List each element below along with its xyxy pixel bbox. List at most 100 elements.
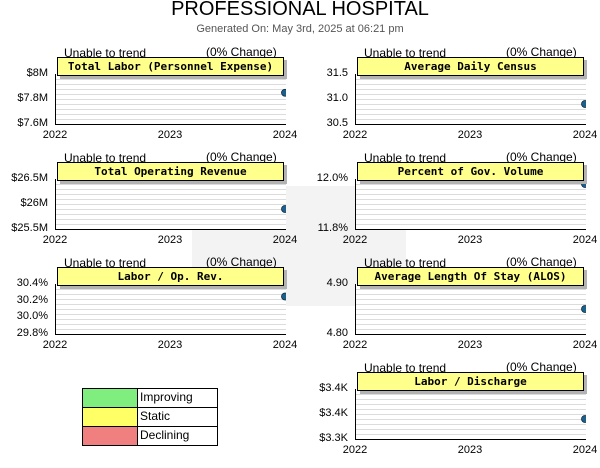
- legend-swatch-static: [83, 408, 138, 426]
- percent-change: (0% Change): [506, 255, 577, 269]
- x-tick-label: 2024: [572, 339, 598, 351]
- x-tick-label: 2024: [272, 234, 298, 246]
- y-tick-label: 30.4%: [16, 277, 48, 289]
- plot-area: [55, 179, 286, 230]
- plot-svg: [56, 184, 287, 225]
- y-tick-label: $8M: [26, 67, 48, 79]
- legend-item-static: Static: [83, 408, 217, 427]
- chart-title: Total Labor (Personnel Expense): [57, 57, 284, 76]
- y-tick-label: $7.8M: [17, 92, 48, 104]
- y-tick-label: $25.5M: [11, 222, 48, 234]
- plot-svg: [356, 394, 587, 435]
- plot-area: [355, 179, 586, 230]
- legend-label: Static: [140, 409, 171, 423]
- data-point[interactable]: [281, 205, 287, 213]
- chart-panel: Unable to trend (0% Change) Average Daily …: [300, 45, 600, 153]
- data-point[interactable]: [581, 305, 587, 313]
- x-tick-label: 2023: [457, 444, 483, 456]
- x-tick-label: 2023: [157, 339, 183, 351]
- page-title: PROFESSIONAL HOSPITAL: [171, 0, 429, 20]
- y-tick-label: $3.3K: [319, 432, 348, 444]
- y-tick-label: 30.0%: [16, 310, 48, 323]
- trend-status: Unable to trend: [364, 46, 447, 60]
- percent-change: (0% Change): [506, 360, 577, 374]
- chart-title: Total Operating Revenue: [57, 162, 284, 181]
- chart-title: Labor / Op. Rev.: [57, 267, 284, 286]
- trend-status: Unable to trend: [364, 256, 447, 270]
- x-tick-label: 2022: [342, 444, 368, 456]
- percent-change: (0% Change): [206, 150, 277, 164]
- y-tick-label: $3.4K: [319, 407, 348, 419]
- chart-panel: Unable to trend (0% Change) Average Length…: [300, 255, 600, 363]
- plot-area: [55, 74, 286, 125]
- y-tick-label: 30.5: [326, 117, 348, 129]
- x-tick-label: 2023: [457, 339, 483, 351]
- y-tick-label: 29.8%: [16, 327, 48, 339]
- plot-area: [55, 284, 286, 335]
- trend-status: Unable to trend: [364, 361, 447, 375]
- y-tick-label: 12.0%: [316, 172, 348, 184]
- y-tick-label: 11.8%: [317, 222, 348, 234]
- x-tick-label: 2023: [157, 129, 183, 141]
- trend-status: Unable to trend: [64, 151, 147, 165]
- y-tick-label: 4.90: [326, 277, 348, 289]
- chart-panel: Unable to trend (0% Change) Labor / Op. Re…: [0, 255, 300, 363]
- data-point[interactable]: [281, 292, 287, 301]
- trend-status: Unable to trend: [64, 256, 147, 270]
- y-tick-label: $7.6M: [17, 117, 48, 129]
- legend-swatch-improving: [83, 389, 138, 407]
- y-tick-label: 31.0: [326, 92, 348, 104]
- x-tick-label: 2024: [572, 444, 598, 456]
- x-tick-label: 2022: [42, 129, 68, 141]
- legend-swatch-declining: [83, 427, 138, 445]
- percent-change: (0% Change): [506, 45, 577, 59]
- chart-panel: Unable to trend (0% Change) Total Labor (P…: [0, 45, 300, 153]
- legend-item-declining: Declining: [83, 427, 217, 445]
- trend-status: Unable to trend: [364, 151, 447, 165]
- y-tick-label: 4.80: [326, 327, 348, 339]
- x-tick-label: 2022: [42, 234, 68, 246]
- plot-area: [355, 284, 586, 335]
- x-tick-label: 2023: [157, 234, 183, 246]
- chart-title: Average Length Of Stay (ALOS): [357, 267, 584, 286]
- plot-svg: [356, 289, 587, 330]
- y-tick-label: $26M: [20, 197, 48, 209]
- x-tick-label: 2022: [342, 129, 368, 141]
- percent-change: (0% Change): [206, 255, 277, 269]
- y-tick-label: 31.5: [326, 67, 348, 79]
- x-tick-label: 2024: [272, 339, 298, 351]
- data-point[interactable]: [581, 415, 587, 423]
- chart-title: Percent of Gov. Volume: [357, 162, 584, 181]
- chart-panel: Unable to trend (0% Change) Percent of Gov…: [300, 150, 600, 258]
- legend-item-improving: Improving: [83, 389, 217, 408]
- legend-label: Declining: [140, 428, 190, 442]
- plot-svg: [56, 79, 287, 120]
- generated-timestamp: Generated On: May 3rd, 2025 at 06:21 pm: [196, 23, 404, 35]
- y-tick-label: 30.2%: [16, 293, 48, 306]
- plot-svg: [356, 180, 587, 225]
- plot-svg: [356, 79, 587, 120]
- plot-area: [355, 389, 586, 440]
- chart-title: Labor / Discharge: [357, 372, 584, 391]
- y-tick-label: $26.5M: [11, 172, 48, 184]
- x-tick-label: 2023: [457, 234, 483, 246]
- data-point[interactable]: [581, 100, 587, 108]
- data-point[interactable]: [581, 180, 587, 188]
- x-tick-label: 2024: [572, 234, 598, 246]
- legend: Improving Static Declining: [82, 388, 218, 446]
- x-tick-label: 2022: [42, 339, 68, 351]
- x-tick-label: 2022: [342, 339, 368, 351]
- chart-panel: Unable to trend (0% Change) Labor / Discha…: [300, 360, 600, 468]
- percent-change: (0% Change): [206, 45, 277, 59]
- chart-panel: Unable to trend (0% Change) Total Operatin…: [0, 150, 300, 258]
- x-tick-label: 2024: [272, 129, 298, 141]
- trend-status: Unable to trend: [64, 46, 147, 60]
- x-tick-label: 2023: [457, 129, 483, 141]
- plot-svg: [56, 289, 287, 330]
- plot-area: [355, 74, 586, 125]
- x-tick-label: 2022: [342, 234, 368, 246]
- x-tick-label: 2024: [572, 129, 598, 141]
- y-tick-label: $3.4K: [319, 382, 348, 394]
- data-point[interactable]: [281, 88, 287, 97]
